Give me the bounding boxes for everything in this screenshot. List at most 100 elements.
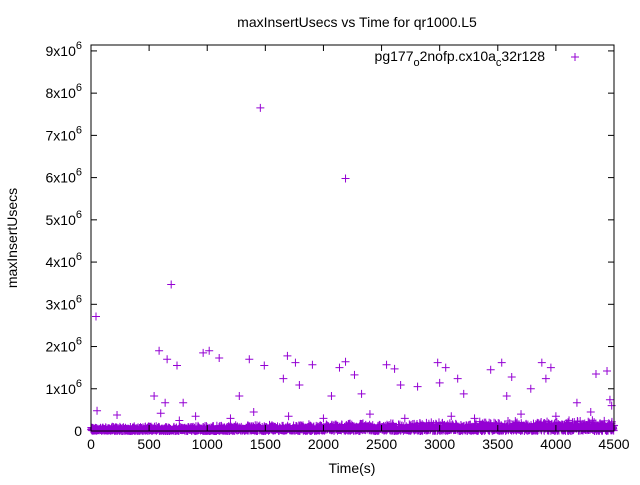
y-tick-mantissa: 5x10 (46, 212, 77, 228)
data-point (161, 398, 170, 407)
data-point (335, 363, 344, 372)
data-point (526, 384, 535, 393)
data-point (350, 370, 359, 379)
y-tick-exponent: 6 (76, 167, 82, 179)
data-point (447, 412, 456, 421)
data-point (603, 367, 612, 376)
data-point (91, 312, 100, 321)
data-point (245, 355, 254, 364)
y-tick-mantissa: 1x10 (46, 381, 77, 397)
legend-text-part: pg177 (375, 48, 414, 64)
y-tick-label: 7x106 (46, 124, 82, 143)
data-point (163, 355, 172, 364)
y-tick-label: 8x106 (46, 82, 82, 101)
x-axis-ticks: 0 500 1000 1500 2000 2500 3000 3500 4000 4500 (87, 45, 630, 452)
data-point (150, 391, 159, 400)
data-point (565, 416, 574, 425)
data-point (588, 416, 597, 425)
data-point (113, 410, 122, 419)
data-point (507, 372, 516, 381)
x-tick-label: 1500 (250, 436, 281, 452)
data-point (396, 380, 405, 389)
y-tick-mantissa: 9x10 (46, 43, 77, 59)
data-points (87, 103, 618, 435)
y-tick-label: 2x106 (46, 336, 82, 355)
data-point (497, 358, 506, 367)
y-tick-exponent: 6 (76, 293, 82, 305)
data-point (283, 351, 292, 360)
y-tick-exponent: 6 (76, 82, 82, 94)
y-tick-exponent: 6 (76, 40, 82, 52)
data-point (435, 378, 444, 387)
data-point (319, 414, 328, 423)
data-point (215, 353, 224, 362)
y-tick-mantissa: 8x10 (46, 85, 77, 101)
y-tick-exponent: 6 (76, 378, 82, 390)
data-point (341, 174, 350, 183)
data-point (291, 358, 300, 367)
x-tick-label: 1000 (192, 436, 223, 452)
data-point (546, 363, 555, 372)
y-tick-label: 3x106 (46, 293, 82, 312)
data-point (390, 364, 399, 373)
legend-marker-plus (571, 53, 579, 61)
data-point (572, 398, 581, 407)
x-tick-label: 500 (137, 436, 161, 452)
data-point (327, 391, 336, 400)
plot-frame (90, 44, 615, 432)
data-point (235, 391, 244, 400)
data-point (260, 361, 269, 370)
x-tick-label: 2500 (366, 436, 397, 452)
data-point (167, 280, 176, 289)
y-tick-exponent: 6 (76, 124, 82, 136)
x-axis-label: Time(s) (329, 460, 376, 476)
legend-subscript: c (496, 57, 502, 69)
x-tick-label: 3500 (482, 436, 513, 452)
data-point (433, 358, 442, 367)
y-tick-label: 4x106 (46, 251, 82, 270)
data-point (93, 406, 102, 415)
legend-label: pg177o2nofp.cx10ac32r128 (375, 48, 546, 69)
data-point (191, 412, 200, 421)
data-point (365, 410, 374, 419)
y-tick-mantissa: 2x10 (46, 339, 77, 355)
y-tick-label: 6x106 (46, 167, 82, 186)
y-tick-exponent: 6 (76, 336, 82, 348)
y-axis-ticks: 01x1062x1063x1064x1065x1066x1067x1068x10… (46, 40, 614, 439)
data-point (226, 414, 235, 423)
data-point (175, 416, 184, 425)
x-tick-label: 0 (87, 436, 95, 452)
y-tick-mantissa: 3x10 (46, 296, 77, 312)
data-point (591, 369, 600, 378)
y-tick-label: 5x106 (46, 209, 82, 228)
y-tick-label: 1x106 (46, 378, 82, 397)
data-point (308, 360, 317, 369)
data-point (541, 374, 550, 383)
data-point (279, 374, 288, 383)
legend-subscript: o (413, 57, 419, 69)
legend-text-part: 2nofp.cx10a (420, 48, 496, 64)
data-point (517, 410, 526, 419)
x-tick-label: 4500 (598, 436, 629, 452)
legend-marker-plus (571, 53, 579, 61)
x-tick-label: 2000 (308, 436, 339, 452)
data-point (295, 380, 304, 389)
chart-title: maxInsertUsecs vs Time for qr1000.L5 (237, 14, 477, 30)
data-point (155, 346, 164, 355)
data-point (586, 407, 595, 416)
y-tick-label: 0 (74, 423, 82, 439)
legend: pg177o2nofp.cx10ac32r128 (375, 48, 579, 69)
data-point (605, 395, 614, 404)
legend-text-part: 32r128 (501, 48, 545, 64)
y-axis-label: maxInsertUsecs (4, 188, 20, 288)
data-point (470, 414, 479, 423)
data-point (453, 374, 462, 383)
data-point (205, 346, 214, 355)
data-point (256, 103, 265, 112)
data-point (249, 407, 258, 416)
x-tick-label: 3000 (424, 436, 455, 452)
data-point (357, 389, 366, 398)
data-point (284, 412, 293, 421)
data-point (551, 412, 560, 421)
data-point (341, 357, 350, 366)
